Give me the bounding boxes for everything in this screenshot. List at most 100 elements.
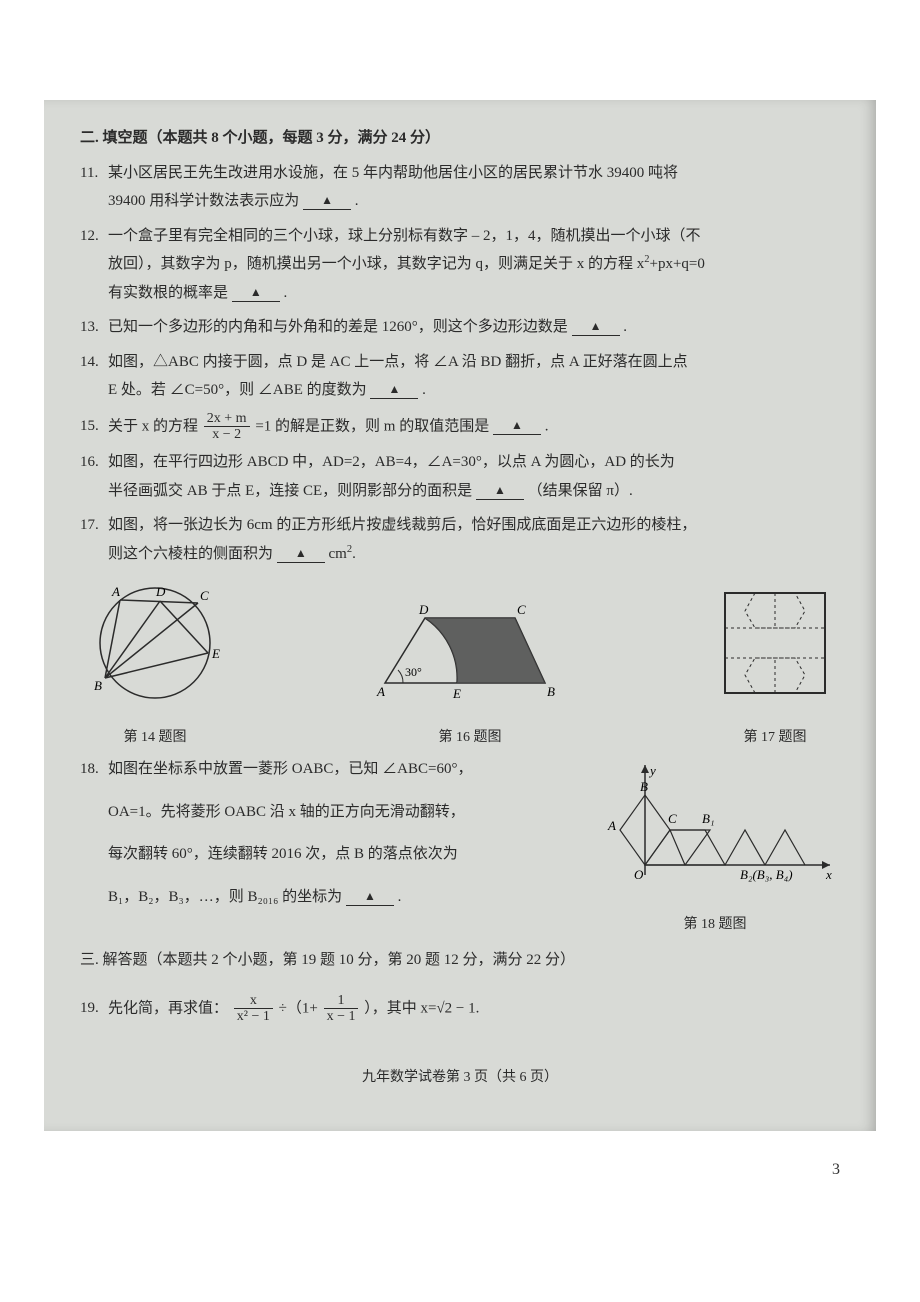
q17-text-a: 如图，将一张边长为 6cm 的正方形纸片按虚线裁剪后，恰好围成底面是正六边形的棱… (108, 517, 696, 533)
fig18-caption: 第 18 题图 (590, 912, 840, 939)
q19-f2-num: 1 (324, 993, 359, 1008)
q19-num: 19. (80, 994, 108, 1023)
answer-blank: ▲ (303, 194, 351, 210)
q15-text-a: 关于 x 的方程 (108, 418, 198, 434)
fig16-E: E (452, 686, 461, 701)
fig18-C: C (668, 811, 677, 826)
q19-frac1: x x² − 1 (234, 993, 273, 1025)
fig18-Bgroup: B₂(B₃, B₄) (740, 867, 793, 882)
blank-marker: ▲ (494, 483, 506, 497)
fig14-svg: A B C D E (80, 578, 230, 708)
answer-blank: ▲ (493, 419, 541, 435)
q12-text-a: 一个盒子里有完全相同的三个小球，球上分别标有数字 – 2，1，4，随机摸出一个小… (108, 228, 701, 244)
fig16-caption: 第 16 题图 (365, 725, 575, 752)
section-2-title: 二. 填空题（本题共 8 个小题，每题 3 分，满分 24 分） (80, 124, 840, 153)
fig18-O: O (634, 867, 644, 882)
blank-marker: ▲ (250, 285, 262, 299)
q15-frac-den: x − 2 (204, 426, 250, 442)
q11-text-a: 某小区居民王先生改进用水设施，在 5 年内帮助他居住小区的居民累计节水 3940… (108, 165, 678, 181)
answer-blank: ▲ (346, 890, 394, 906)
q16-text-a: 如图，在平行四边形 ABCD 中，AD=2，AB=4，∠A=30°，以点 A 为… (108, 454, 675, 470)
q17-text-b: 则这个六棱柱的侧面积为 (108, 546, 273, 562)
question-17: 17.如图，将一张边长为 6cm 的正方形纸片按虚线裁剪后，恰好围成底面是正六边… (80, 511, 840, 568)
fig14-E: E (211, 646, 220, 661)
q12-text-c: 有实数根的概率是 (108, 285, 228, 301)
answer-blank: ▲ (476, 484, 524, 500)
page-footer: 九年数学试卷第 3 页（共 6 页） (80, 1065, 840, 1092)
figure-18: y x O A B C B₁ B₂(B₃, B₄) 第 18 题图 (590, 755, 840, 938)
q15-num: 15. (80, 412, 108, 441)
q19-div: ÷（1+ (279, 1000, 318, 1016)
fig18-A: A (607, 818, 616, 833)
q18-line4a: B₁，B₂，B₃，…，则 B₂₀₁₆ 的坐标为 (108, 889, 342, 905)
q13-num: 13. (80, 313, 108, 342)
figure-17: 第 17 题图 (710, 578, 840, 751)
q19-f1-num: x (234, 993, 273, 1008)
q18-line2: OA=1。先将菱形 OABC 沿 x 轴的正方向无滑动翻转， (80, 798, 578, 827)
figure-row: A B C D E 第 14 题图 (80, 578, 840, 751)
q18-line3: 每次翻转 60°，连续翻转 2016 次，点 B 的落点依次为 (80, 840, 578, 869)
q14-text-a: 如图，△ABC 内接于圆，点 D 是 AC 上一点，将 ∠A 沿 BD 翻折，点… (108, 354, 688, 370)
q12-num: 12. (80, 222, 108, 251)
figure-14: A B C D E 第 14 题图 (80, 578, 230, 751)
q15-text-b: =1 的解是正数，则 m 的取值范围是 (255, 418, 489, 434)
q19-close: ），其中 x=√2 − 1. (364, 1000, 479, 1016)
fig14-caption: 第 14 题图 (80, 725, 230, 752)
q12-text-b2: +px+q=0 (650, 256, 705, 272)
fig16-A: A (376, 684, 385, 699)
blank-marker: ▲ (321, 193, 333, 207)
question-12: 12.一个盒子里有完全相同的三个小球，球上分别标有数字 – 2，1，4，随机摸出… (80, 222, 840, 308)
q15-frac-num: 2x + m (204, 411, 250, 426)
scan-area: 二. 填空题（本题共 8 个小题，每题 3 分，满分 24 分） 11.某小区居… (44, 100, 876, 1131)
question-19: 19.先化简，再求值： x x² − 1 ÷（1+ 1 x − 1 ），其中 x… (80, 993, 840, 1025)
blank-marker: ▲ (364, 889, 376, 903)
fig16-C: C (517, 602, 526, 617)
question-11: 11.某小区居民王先生改进用水设施，在 5 年内帮助他居住小区的居民累计节水 3… (80, 159, 840, 216)
q17-unit: cm (329, 546, 347, 562)
question-14: 14.如图，△ABC 内接于圆，点 D 是 AC 上一点，将 ∠A 沿 BD 翻… (80, 348, 840, 405)
q16-text-c: （结果保留 π）. (528, 483, 633, 499)
q18-line1: 如图在坐标系中放置一菱形 OABC，已知 ∠ABC=60°， (108, 761, 472, 777)
blank-marker: ▲ (388, 382, 400, 396)
q11-text-b: 39400 用科学计数法表示应为 (108, 193, 299, 209)
fig14-D: D (155, 584, 166, 599)
q14-num: 14. (80, 348, 108, 377)
q19-f1-den: x² − 1 (234, 1008, 273, 1024)
q11-num: 11. (80, 159, 108, 188)
q12-text-b: 放回），其数字为 p，随机摸出另一个小球，其数字记为 q，则满足关于 x 的方程… (108, 256, 644, 272)
answer-blank: ▲ (232, 286, 280, 302)
page: 二. 填空题（本题共 8 个小题，每题 3 分，满分 24 分） 11.某小区居… (0, 0, 920, 1219)
fig18-B: B (640, 779, 648, 794)
answer-blank: ▲ (277, 547, 325, 563)
blank-marker: ▲ (590, 319, 602, 333)
blank-marker: ▲ (511, 418, 523, 432)
fig14-B: B (94, 678, 102, 693)
fig16-D: D (418, 602, 429, 617)
question-15: 15.关于 x 的方程 2x + m x − 2 =1 的解是正数，则 m 的取… (80, 411, 840, 443)
page-number: 3 (20, 1161, 840, 1179)
q16-num: 16. (80, 448, 108, 477)
q14-text-b: E 处。若 ∠C=50°，则 ∠ABE 的度数为 (108, 382, 367, 398)
q19-text-a: 先化简，再求值： (108, 1000, 228, 1016)
question-18: 18.如图在坐标系中放置一菱形 OABC，已知 ∠ABC=60°， OA=1。先… (80, 755, 840, 938)
blank-marker: ▲ (295, 546, 307, 560)
fig14-A: A (111, 584, 120, 599)
answer-blank: ▲ (370, 383, 418, 399)
section-3-title: 三. 解答题（本题共 2 个小题，第 19 题 10 分，第 20 题 12 分… (80, 946, 840, 975)
fig18-svg: y x O A B C B₁ B₂(B₃, B₄) (590, 755, 840, 895)
q18-num: 18. (80, 755, 108, 784)
figure-16: 30° A B C D E 第 16 题图 (365, 588, 575, 751)
fig16-svg: 30° A B C D E (365, 588, 575, 708)
q15-fraction: 2x + m x − 2 (204, 411, 250, 443)
fig17-caption: 第 17 题图 (710, 725, 840, 752)
fig16-B: B (547, 684, 555, 699)
fig17-svg (710, 578, 840, 708)
q17-num: 17. (80, 511, 108, 540)
q19-f2-den: x − 1 (324, 1008, 359, 1024)
question-13: 13.已知一个多边形的内角和与外角和的差是 1260°，则这个多边形边数是 ▲ … (80, 313, 840, 342)
q16-text-b: 半径画弧交 AB 于点 E，连接 CE，则阴影部分的面积是 (108, 483, 472, 499)
fig18-B1: B₁ (702, 811, 714, 826)
answer-blank: ▲ (572, 320, 620, 336)
fig18-y: y (648, 763, 656, 778)
fig18-x: x (825, 867, 832, 882)
